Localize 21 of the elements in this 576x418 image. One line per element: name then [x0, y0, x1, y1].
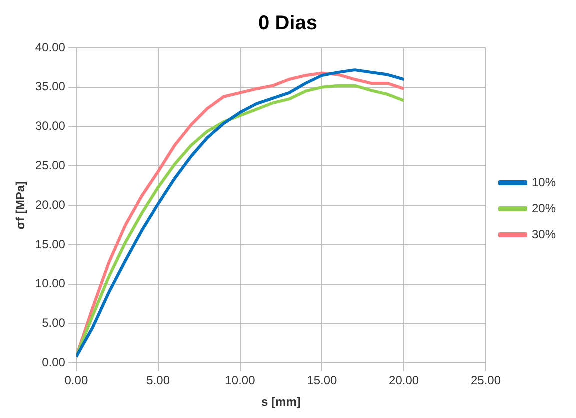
legend-label: 10% — [532, 175, 556, 190]
x-tick-label: 10.00 — [225, 374, 256, 388]
chart-title: 0 Dias — [258, 12, 318, 35]
x-tick-label: 15.00 — [307, 374, 338, 388]
y-tick-label: 5.00 — [42, 316, 66, 330]
y-tick-label: 30.00 — [35, 119, 66, 134]
x-tick-label: 0.00 — [64, 374, 88, 388]
x-tick-label: 25.00 — [470, 374, 502, 388]
y-tick-label: 40.00 — [35, 40, 66, 54]
y-tick-label: 20.00 — [35, 198, 66, 212]
y-axis-title: σf [MPa] — [14, 181, 28, 230]
y-tick-label: 0.00 — [42, 356, 66, 370]
y-tick-label: 35.00 — [35, 80, 66, 94]
y-tick-label: 10.00 — [35, 276, 66, 291]
x-axis-title: s [mm] — [262, 395, 301, 410]
x-tick-label: 20.00 — [389, 374, 420, 388]
x-tick-label: 5.00 — [146, 374, 170, 388]
y-tick-label: 25.00 — [35, 158, 66, 173]
y-tick-label: 15.00 — [35, 237, 66, 252]
legend-label: 20% — [532, 201, 556, 216]
legend-label: 30% — [532, 227, 556, 242]
